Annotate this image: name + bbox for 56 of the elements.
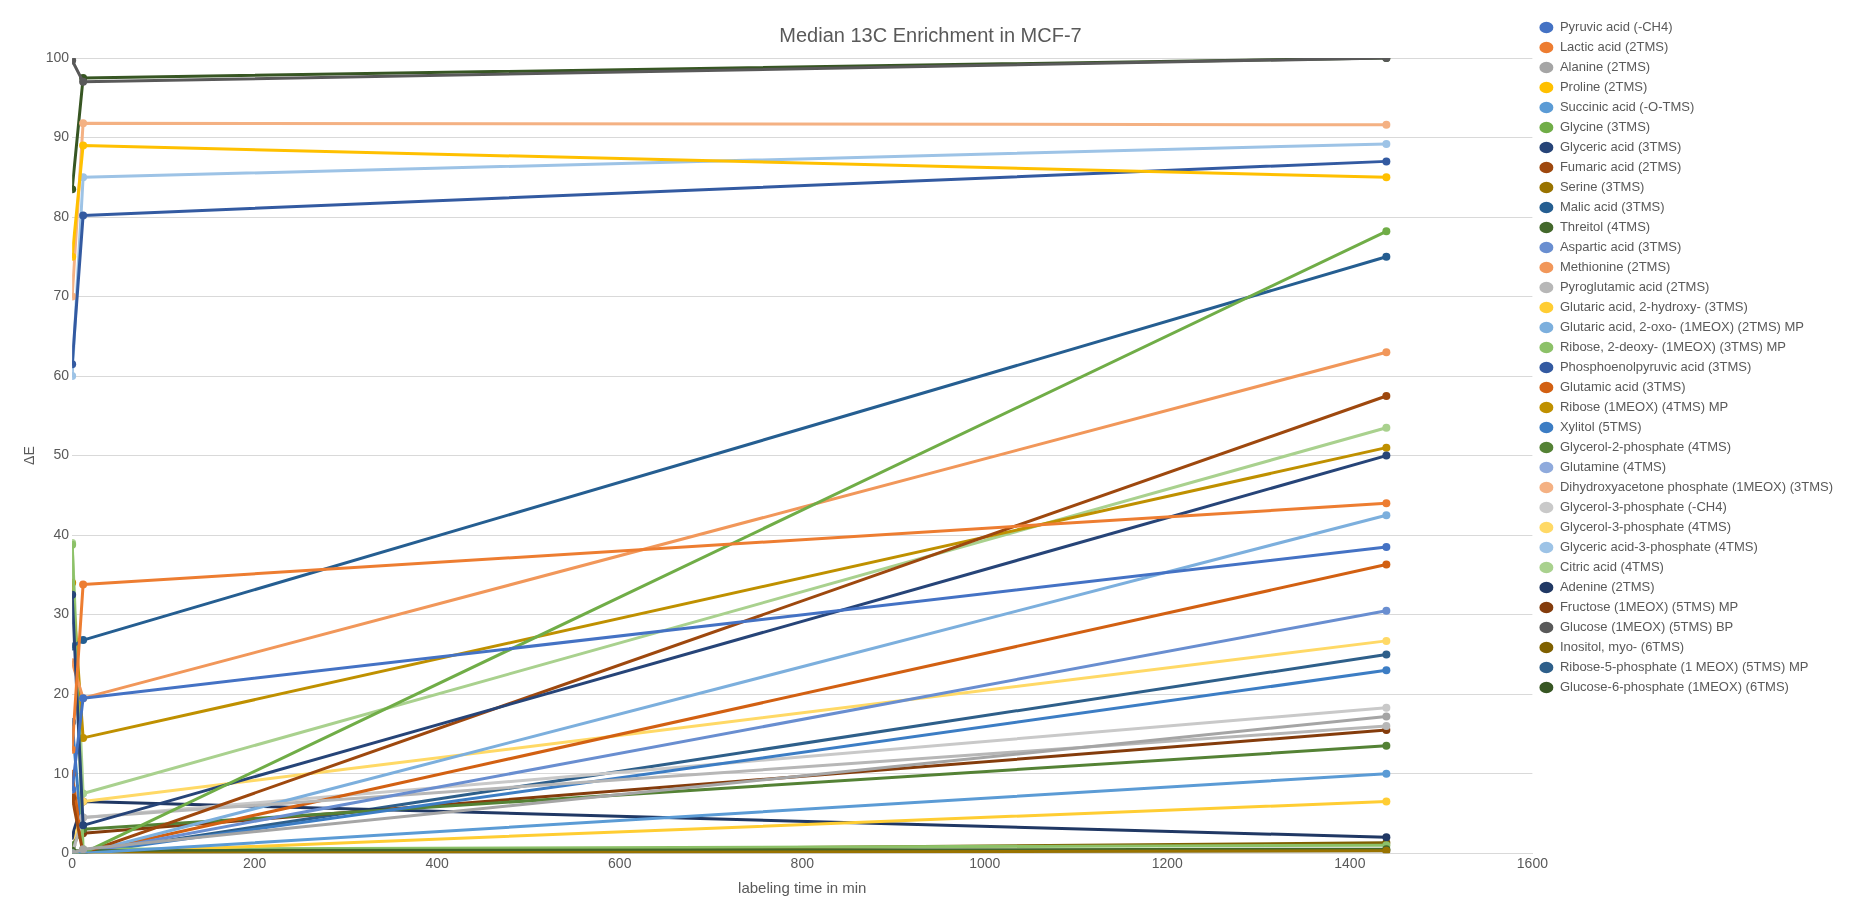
chart-title: Median 13C Enrichment in MCF-7 [779,23,1082,46]
legend-label: Ribose (1MEOX) (4TMS) MP [1559,399,1729,415]
legend-label: Serine (3TMS) [1559,179,1645,195]
x-tick-label: 200 [243,855,267,872]
legend-label: Citric acid (4TMS) [1559,559,1664,575]
legend-label: Ribose-5-phosphate (1 MEOX) (5TMS) MP [1559,659,1809,675]
x-axis-title: labeling time in min [738,879,867,897]
legend-label: Succinic acid (-O-TMS) [1559,99,1695,115]
legend-label: Glutaric acid, 2-hydroxy- (3TMS) [1559,299,1748,315]
legend-label: Glyceric acid (3TMS) [1559,139,1682,155]
x-tick-label: 1600 [1516,855,1549,872]
y-tick-label: 0 [61,844,70,861]
x-tick-label: 400 [425,855,450,872]
y-tick-label: 70 [53,287,70,304]
x-tick-label: 1200 [1151,855,1184,872]
y-tick-label: 10 [53,764,70,781]
legend-label: Proline (2TMS) [1559,79,1648,95]
y-axis-title: ΔE [21,446,38,465]
y-tick-label: 50 [53,446,70,463]
legend-label: Alanine (2TMS) [1559,59,1651,75]
legend-label: Threitol (4TMS) [1559,219,1651,235]
legend-label: Methionine (2TMS) [1559,259,1671,275]
y-tick-label: 40 [53,525,70,542]
y-tick-label: 90 [53,128,70,145]
legend-label: Adenine (2TMS) [1559,579,1655,595]
legend-label: Glutamic acid (3TMS) [1559,379,1686,395]
legend-label: Inositol, myo- (6TMS) [1559,639,1685,655]
legend-label: Glucose-6-phosphate (1MEOX) (6TMS) [1559,679,1789,695]
legend-label: Malic acid (3TMS) [1559,199,1665,215]
legend-label: Lactic acid (2TMS) [1559,39,1669,55]
x-tick-label: 1400 [1334,855,1366,872]
y-tick-label: 30 [53,605,70,622]
legend-label: Glycerol-3-phosphate (4TMS) [1559,519,1732,535]
legend-label: Dihydroxyacetone phosphate (1MEOX) (3TMS) [1559,479,1834,495]
legend-label: Fructose (1MEOX) (5TMS) MP [1559,599,1739,615]
legend-label: Glycerol-3-phosphate (-CH4) [1559,499,1727,515]
legend-label: Aspartic acid (3TMS) [1559,239,1682,255]
legend-label: Xylitol (5TMS) [1559,419,1642,435]
legend-label: Glycerol-2-phosphate (4TMS) [1559,439,1732,455]
legend-label: Fumaric acid (2TMS) [1559,159,1682,175]
x-tick-label: 800 [790,855,815,872]
legend-label: Ribose, 2-deoxy- (1MEOX) (3TMS) MP [1559,339,1786,355]
legend-label: Glutamine (4TMS) [1559,459,1667,475]
y-tick-label: 60 [53,366,70,383]
legend-label: Phosphoenolpyruvic acid (3TMS) [1559,359,1752,375]
legend-label: Pyruvic acid (-CH4) [1559,19,1673,35]
legend-label: Glyceric acid-3-phosphate (4TMS) [1559,539,1758,555]
y-tick-label: 20 [53,685,70,702]
legend-label: Glutaric acid, 2-oxo- (1MEOX) (2TMS) MP [1559,319,1805,335]
y-tick-label: 100 [45,48,70,65]
y-tick-label: 80 [53,207,70,224]
x-tick-label: 1000 [969,855,1001,872]
x-tick-label: 600 [608,855,632,872]
legend-label: Glycine (3TMS) [1559,119,1651,135]
legend-label: Glucose (1MEOX) (5TMS) BP [1559,619,1734,635]
legend-label: Pyroglutamic acid (2TMS) [1559,279,1710,295]
